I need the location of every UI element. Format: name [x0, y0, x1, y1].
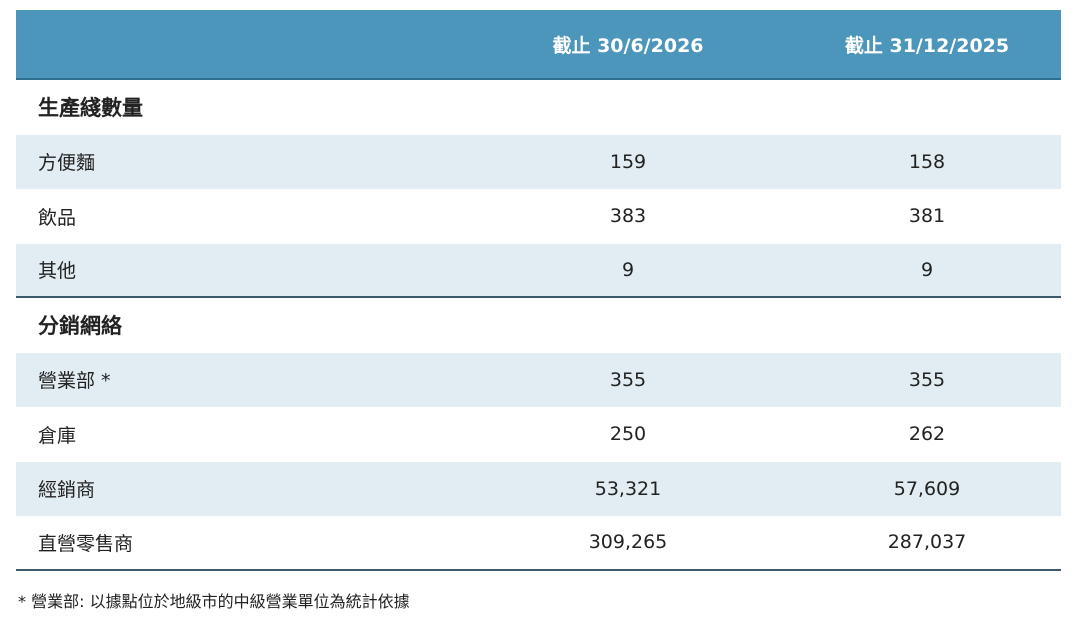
row-label: 營業部 *: [38, 370, 111, 393]
cell-value: 9: [621, 258, 635, 281]
section-title: 生產綫數量: [38, 96, 143, 121]
table-row: 營業部 * 355 355: [16, 352, 1061, 407]
row-label: 倉庫: [38, 424, 77, 447]
table-row: 倉庫 250 262: [16, 407, 1061, 462]
table-row: 直營零售商 309,265 287,037: [16, 516, 1061, 571]
row-label: 經銷商: [38, 479, 96, 502]
cell-value: 287,037: [887, 531, 967, 554]
table-row: 方便麵 159 158: [16, 134, 1061, 189]
header-row: 截止 30/6/2026 截止 31/12/2025: [16, 10, 1061, 80]
cell-value: 159: [609, 150, 647, 173]
table-row: 飲品 383 381: [16, 189, 1061, 244]
row-label: 直營零售商: [38, 532, 134, 555]
cell-value: 250: [609, 423, 647, 446]
section-row: 生產綫數量: [16, 80, 1061, 135]
cell-value: 355: [908, 368, 946, 391]
cell-value: 158: [908, 150, 946, 173]
cell-value: 9: [920, 258, 934, 281]
cell-value: 262: [908, 423, 946, 446]
row-label: 方便麵: [38, 152, 96, 175]
cell-value: 381: [908, 205, 946, 228]
column-header: 截止 31/12/2025: [844, 34, 1010, 57]
column-header: 截止 30/6/2026: [552, 34, 704, 57]
row-label: 飲品: [38, 206, 77, 229]
cell-value: 53,321: [594, 477, 662, 500]
row-label: 其他: [38, 260, 77, 283]
footnote: * 營業部: 以據點位於地級市的中級營業單位為統計依據: [18, 592, 410, 611]
cell-value: 57,609: [893, 477, 961, 500]
cell-value: 383: [609, 205, 647, 228]
section-title: 分銷網絡: [38, 314, 122, 339]
cell-value: 309,265: [588, 531, 668, 554]
table-row: 其他 9 9: [16, 243, 1061, 298]
section-row: 分銷網絡: [16, 298, 1061, 353]
cell-value: 355: [609, 368, 647, 391]
table-row: 經銷商 53,321 57,609: [16, 461, 1061, 516]
